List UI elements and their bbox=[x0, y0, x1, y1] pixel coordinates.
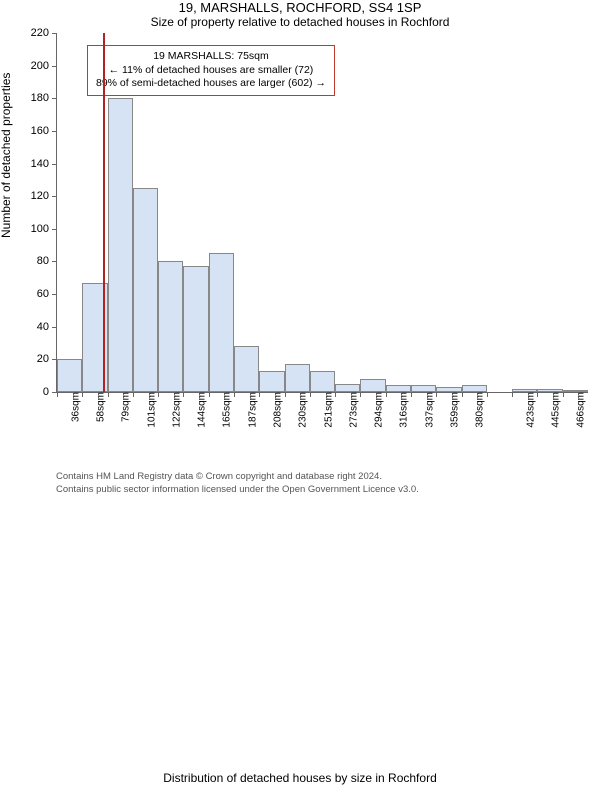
plot-area: 19 MARSHALLS: 75sqm ← 11% of detached ho… bbox=[56, 33, 588, 393]
ytick-label: 0 bbox=[43, 386, 57, 398]
histogram-bar bbox=[285, 364, 310, 392]
xtick bbox=[436, 392, 437, 397]
ytick-label: 20 bbox=[37, 353, 57, 365]
ytick-label: 120 bbox=[31, 190, 57, 202]
callout-line-1: 19 MARSHALLS: 75sqm bbox=[96, 50, 326, 64]
page-title: 19, MARSHALLS, ROCHFORD, SS4 1SP bbox=[0, 0, 600, 15]
xtick-label: 316sqm bbox=[395, 392, 410, 428]
histogram-bar bbox=[310, 371, 335, 392]
xtick-label: 208sqm bbox=[268, 392, 283, 428]
histogram-bar bbox=[183, 266, 208, 392]
ytick-label: 60 bbox=[37, 288, 57, 300]
xtick bbox=[563, 392, 564, 397]
y-axis-label: Number of detached properties bbox=[0, 73, 13, 238]
histogram-bar bbox=[360, 379, 385, 392]
xtick-label: 36sqm bbox=[66, 392, 81, 422]
xtick bbox=[209, 392, 210, 397]
xtick-label: 101sqm bbox=[142, 392, 157, 428]
ytick-label: 140 bbox=[31, 158, 57, 170]
xtick-label: 144sqm bbox=[193, 392, 208, 428]
xtick-label: 165sqm bbox=[218, 392, 233, 428]
xtick-label: 251sqm bbox=[319, 392, 334, 428]
xtick bbox=[158, 392, 159, 397]
marker-line bbox=[103, 33, 105, 392]
xtick-label: 359sqm bbox=[445, 392, 460, 428]
histogram-bar bbox=[209, 253, 234, 392]
xtick bbox=[537, 392, 538, 397]
xtick bbox=[183, 392, 184, 397]
xtick bbox=[234, 392, 235, 397]
xtick bbox=[82, 392, 83, 397]
histogram-bar bbox=[133, 188, 158, 392]
histogram-bar bbox=[158, 261, 183, 392]
ytick-label: 160 bbox=[31, 125, 57, 137]
ytick-label: 200 bbox=[31, 60, 57, 72]
xtick-label: 466sqm bbox=[572, 392, 587, 428]
xtick bbox=[487, 392, 488, 397]
marker-callout: 19 MARSHALLS: 75sqm ← 11% of detached ho… bbox=[87, 45, 335, 96]
xtick bbox=[512, 392, 513, 397]
ytick-label: 80 bbox=[37, 255, 57, 267]
xtick bbox=[411, 392, 412, 397]
callout-line-2: ← 11% of detached houses are smaller (72… bbox=[96, 64, 326, 78]
ytick-label: 40 bbox=[37, 321, 57, 333]
ytick-label: 220 bbox=[31, 27, 57, 39]
xtick-label: 230sqm bbox=[294, 392, 309, 428]
xtick-label: 337sqm bbox=[420, 392, 435, 428]
xtick-label: 58sqm bbox=[91, 392, 106, 422]
xtick bbox=[335, 392, 336, 397]
xtick-label: 187sqm bbox=[243, 392, 258, 428]
xtick-label: 79sqm bbox=[117, 392, 132, 422]
xtick-label: 380sqm bbox=[471, 392, 486, 428]
xtick-label: 445sqm bbox=[547, 392, 562, 428]
ytick-label: 100 bbox=[31, 223, 57, 235]
page-subtitle: Size of property relative to detached ho… bbox=[0, 15, 600, 29]
xtick-label: 423sqm bbox=[521, 392, 536, 428]
histogram-bar bbox=[234, 346, 259, 392]
footer: Contains HM Land Registry data © Crown c… bbox=[56, 471, 419, 496]
footer-line-1: Contains HM Land Registry data © Crown c… bbox=[56, 471, 419, 483]
histogram-bar bbox=[57, 359, 82, 392]
xtick bbox=[310, 392, 311, 397]
xtick bbox=[360, 392, 361, 397]
histogram-bar bbox=[108, 98, 133, 392]
ytick-label: 180 bbox=[31, 92, 57, 104]
xtick bbox=[259, 392, 260, 397]
xtick-label: 122sqm bbox=[167, 392, 182, 428]
xtick bbox=[133, 392, 134, 397]
chart-area: 19 MARSHALLS: 75sqm ← 11% of detached ho… bbox=[56, 33, 588, 393]
callout-line-3: 89% of semi-detached houses are larger (… bbox=[96, 77, 326, 91]
xtick bbox=[462, 392, 463, 397]
histogram-bar bbox=[259, 371, 284, 392]
xtick bbox=[57, 392, 58, 397]
xtick bbox=[386, 392, 387, 397]
xtick bbox=[108, 392, 109, 397]
histogram-bar bbox=[335, 384, 360, 392]
xtick-label: 273sqm bbox=[344, 392, 359, 428]
xtick-label: 294sqm bbox=[370, 392, 385, 428]
footer-line-2: Contains public sector information licen… bbox=[56, 484, 419, 496]
xtick bbox=[285, 392, 286, 397]
x-axis-label: Distribution of detached houses by size … bbox=[0, 771, 600, 785]
